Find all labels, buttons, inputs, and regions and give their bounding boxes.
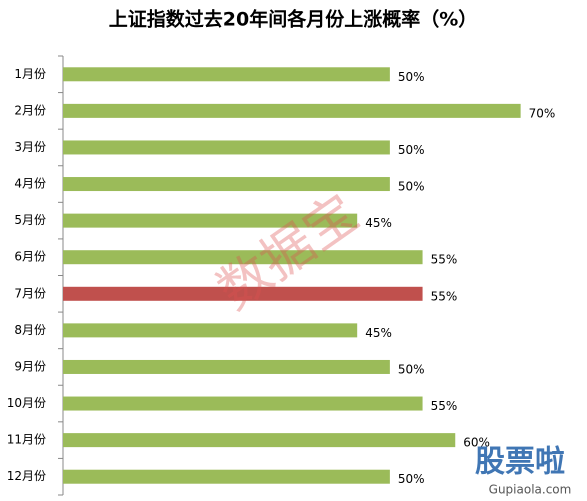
value-label: 55% bbox=[431, 399, 458, 413]
y-tick-label: 9月份 bbox=[14, 359, 46, 373]
bar bbox=[63, 286, 423, 301]
bar bbox=[63, 103, 521, 118]
bar bbox=[63, 433, 456, 448]
value-label: 50% bbox=[398, 362, 425, 376]
bar bbox=[63, 177, 390, 192]
bar bbox=[63, 140, 390, 155]
chart-title: 上证指数过去20年间各月份上涨概率（%） bbox=[109, 8, 477, 31]
watermark-logo: 股票啦 bbox=[475, 445, 565, 480]
value-label: 70% bbox=[529, 106, 556, 120]
y-tick-label: 3月份 bbox=[14, 140, 46, 154]
value-label: 50% bbox=[398, 70, 425, 84]
value-label: 45% bbox=[365, 216, 392, 230]
y-tick-label: 4月份 bbox=[14, 177, 46, 191]
value-label: 60% bbox=[463, 436, 490, 450]
y-tick-label: 6月份 bbox=[14, 250, 46, 264]
value-label: 55% bbox=[431, 289, 458, 303]
value-label: 45% bbox=[365, 326, 392, 340]
y-tick-label: 5月份 bbox=[14, 213, 46, 227]
watermark-url: Gupiaola.com bbox=[489, 483, 572, 497]
bar bbox=[63, 323, 358, 338]
value-label: 55% bbox=[431, 253, 458, 267]
y-tick-label: 8月份 bbox=[14, 323, 46, 337]
bar bbox=[63, 250, 423, 265]
bar bbox=[63, 396, 423, 411]
y-tick-label: 1月份 bbox=[14, 67, 46, 81]
y-tick-label: 7月份 bbox=[14, 286, 46, 300]
y-tick-label: 11月份 bbox=[7, 433, 46, 447]
bar bbox=[63, 469, 390, 484]
value-label: 50% bbox=[398, 472, 425, 486]
y-tick-label: 10月份 bbox=[7, 396, 46, 410]
bar bbox=[63, 359, 390, 374]
bar bbox=[63, 67, 390, 82]
y-tick-label: 2月份 bbox=[14, 103, 46, 117]
value-label: 50% bbox=[398, 180, 425, 194]
bar bbox=[63, 213, 358, 228]
value-label: 50% bbox=[398, 143, 425, 157]
y-tick-label: 12月份 bbox=[7, 469, 46, 483]
